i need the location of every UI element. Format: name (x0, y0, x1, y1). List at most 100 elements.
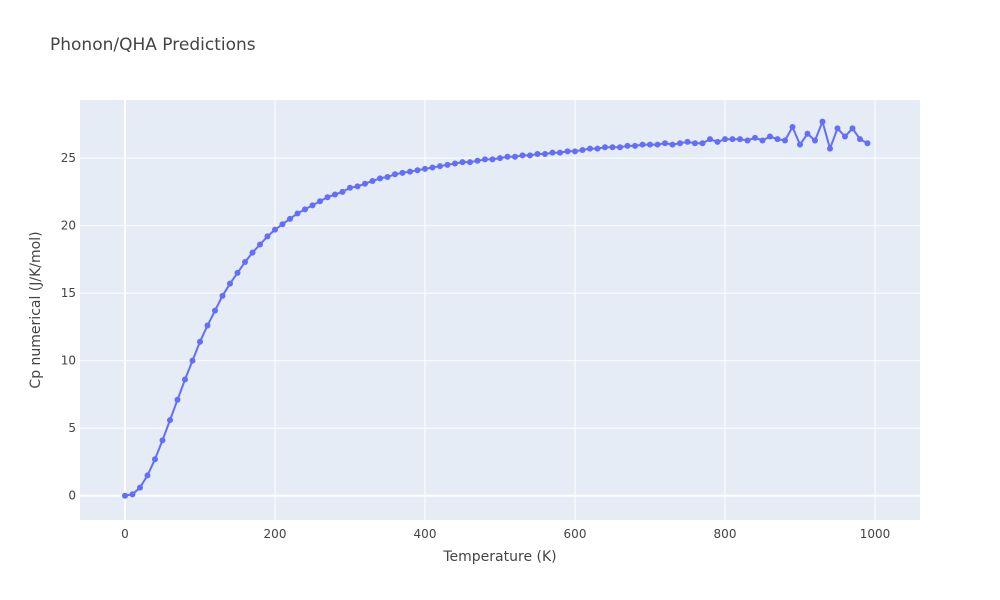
data-point (819, 118, 826, 125)
data-point (317, 198, 323, 205)
data-point (264, 233, 271, 240)
data-point (744, 137, 751, 144)
y-axis-ticks: 0 5 10 15 20 25 (61, 151, 76, 503)
data-point (257, 241, 263, 248)
data-point (452, 160, 458, 167)
data-point (129, 491, 136, 498)
data-point (857, 136, 863, 143)
data-point (789, 124, 796, 131)
data-point (167, 417, 173, 424)
data-point (729, 136, 736, 143)
data-point (827, 145, 833, 152)
data-point (384, 173, 391, 180)
data-point (459, 159, 466, 166)
plot-area (80, 100, 920, 520)
data-point (137, 484, 143, 491)
data-point (752, 134, 758, 141)
x-tick-label: 400 (414, 527, 437, 541)
data-point (549, 149, 556, 156)
data-point (159, 437, 166, 444)
data-point (669, 141, 676, 148)
data-point (804, 130, 811, 137)
data-point (324, 194, 331, 201)
data-point (182, 376, 188, 383)
data-point (234, 269, 241, 276)
x-axis-label: Temperature (K) (442, 549, 556, 565)
data-point (122, 492, 128, 499)
data-point (294, 210, 301, 217)
data-point (174, 396, 181, 403)
data-point (369, 178, 376, 185)
data-point (414, 167, 421, 174)
data-point (474, 157, 481, 164)
data-point (332, 191, 338, 198)
data-point (497, 155, 503, 162)
data-point (422, 165, 428, 172)
x-tick-label: 1000 (860, 527, 891, 541)
data-point (377, 175, 383, 182)
data-point (684, 138, 691, 145)
data-point (242, 259, 248, 266)
data-point (444, 161, 451, 168)
y-tick-label: 25 (61, 151, 76, 165)
data-point (399, 169, 406, 176)
y-tick-label: 15 (61, 286, 76, 300)
data-point (309, 202, 316, 209)
data-point (864, 140, 871, 147)
data-point (339, 188, 346, 195)
data-point (527, 152, 533, 159)
data-point (594, 145, 601, 152)
series-cp (122, 118, 871, 499)
y-tick-label: 20 (61, 219, 76, 233)
data-point (677, 140, 683, 147)
x-axis-ticks: 0 200 400 600 800 1000 (121, 527, 890, 541)
data-point (587, 145, 593, 152)
data-point (849, 125, 856, 132)
y-tick-label: 0 (68, 489, 76, 503)
data-point (362, 180, 368, 187)
data-point (564, 148, 571, 155)
data-point (152, 456, 158, 463)
data-point (767, 133, 773, 140)
x-tick-label: 600 (564, 527, 587, 541)
data-point (557, 149, 563, 156)
data-point (504, 153, 511, 160)
data-point (722, 136, 728, 143)
data-point (519, 152, 526, 159)
data-point (602, 144, 608, 151)
data-point (797, 141, 803, 148)
y-tick-label: 10 (61, 354, 76, 368)
data-point (354, 183, 361, 190)
data-point (279, 221, 286, 228)
data-point (579, 146, 586, 153)
data-point (572, 148, 578, 155)
data-point (287, 215, 293, 222)
y-axis-label: Cp numerical (J/K/mol) (28, 231, 44, 388)
data-point (707, 136, 713, 143)
data-point (302, 206, 308, 213)
data-point (759, 137, 766, 144)
data-point (617, 144, 623, 151)
data-point (699, 140, 706, 147)
x-tick-label: 200 (264, 527, 287, 541)
x-tick-label: 800 (714, 527, 737, 541)
data-point (219, 292, 226, 299)
data-point (197, 338, 203, 345)
data-point (542, 151, 548, 158)
data-point (654, 141, 661, 148)
data-point (429, 164, 436, 171)
data-point (482, 156, 488, 163)
data-point (842, 133, 848, 140)
series-line (124, 118, 868, 497)
data-point (714, 138, 721, 145)
data-point (249, 249, 256, 256)
data-point (639, 141, 646, 148)
data-point (812, 137, 818, 144)
data-point (534, 151, 541, 158)
data-point (632, 142, 638, 149)
data-point (189, 357, 196, 364)
data-point (437, 163, 443, 170)
data-point (272, 226, 278, 233)
data-point (512, 153, 518, 160)
data-point (662, 140, 668, 147)
